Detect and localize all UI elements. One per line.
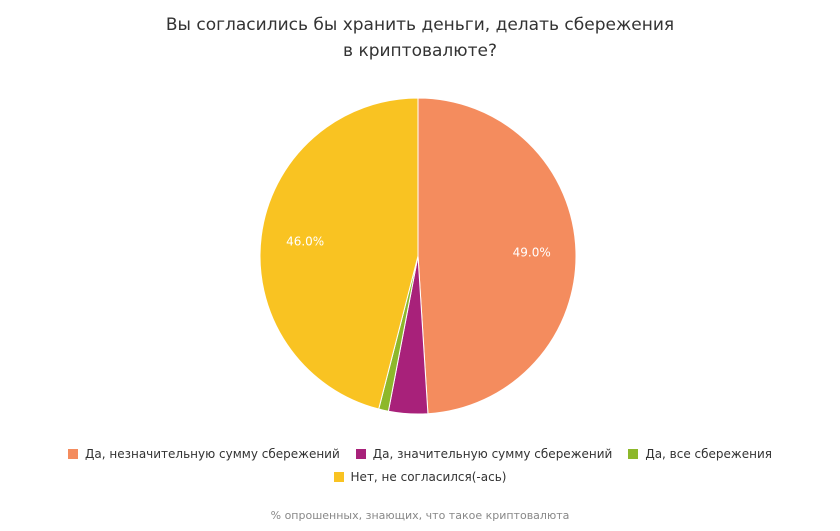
pie-slice[interactable] xyxy=(259,97,419,410)
legend-swatch xyxy=(333,472,344,482)
legend-swatch xyxy=(355,449,366,459)
legend-label: Да, незначительную сумму сбережений xyxy=(85,447,340,461)
legend-item[interactable]: Нет, не согласился(-ась) xyxy=(333,470,507,484)
pie-slice[interactable] xyxy=(417,97,577,415)
slice-data-label: 46.0% xyxy=(286,235,324,249)
chart-title-line-1: Вы согласились бы хранить деньги, делать… xyxy=(165,15,675,35)
legend-label: Да, все сбережения xyxy=(645,447,772,461)
legend-item[interactable]: Да, все сбережения xyxy=(628,447,772,461)
legend-row-1: Да, незначительную сумму сбережений Да, … xyxy=(0,447,840,461)
legend-label: Нет, не согласился(-ась) xyxy=(350,470,507,484)
legend-item[interactable]: Да, значительную сумму сбережений xyxy=(355,447,613,461)
legend-row-2: Нет, не согласился(-ась) xyxy=(0,470,840,484)
slice-data-label: 49.0% xyxy=(513,245,551,259)
legend-swatch xyxy=(68,449,78,459)
legend-label: Да, значительную сумму сбережений xyxy=(372,447,613,461)
legend-swatch xyxy=(628,449,639,459)
legend-item[interactable]: Да, незначительную сумму сбережений xyxy=(68,447,340,461)
chart-title-line-2: в криптовалюте? xyxy=(343,41,497,61)
chart-subtitle: % опрошенных, знающих, что такое криптов… xyxy=(270,509,570,522)
